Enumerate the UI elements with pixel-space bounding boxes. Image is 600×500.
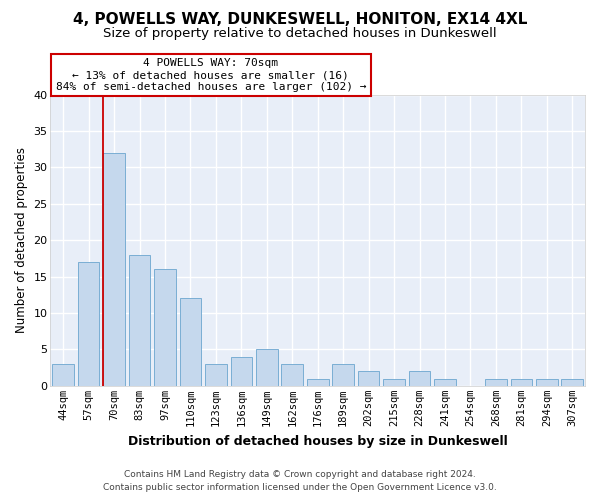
Bar (205, 364, 227, 386)
Bar (52, 364, 74, 386)
Bar (281, 364, 303, 386)
Bar (78, 262, 100, 386)
Bar (307, 378, 329, 386)
Text: Contains HM Land Registry data © Crown copyright and database right 2024.
Contai: Contains HM Land Registry data © Crown c… (103, 470, 497, 492)
Bar (383, 378, 405, 386)
Bar (179, 298, 201, 386)
Bar (434, 378, 456, 386)
Bar (562, 378, 583, 386)
Bar (103, 153, 125, 386)
Bar (358, 372, 379, 386)
Bar (256, 350, 278, 386)
Bar (230, 357, 252, 386)
Bar (129, 255, 151, 386)
Bar (485, 378, 507, 386)
Text: 4 POWELLS WAY: 70sqm
← 13% of detached houses are smaller (16)
84% of semi-detac: 4 POWELLS WAY: 70sqm ← 13% of detached h… (56, 58, 366, 92)
Bar (154, 270, 176, 386)
Bar (332, 364, 354, 386)
X-axis label: Distribution of detached houses by size in Dunkeswell: Distribution of detached houses by size … (128, 434, 508, 448)
Text: 4, POWELLS WAY, DUNKESWELL, HONITON, EX14 4XL: 4, POWELLS WAY, DUNKESWELL, HONITON, EX1… (73, 12, 527, 28)
Text: Size of property relative to detached houses in Dunkeswell: Size of property relative to detached ho… (103, 28, 497, 40)
Bar (536, 378, 557, 386)
Bar (409, 372, 430, 386)
Y-axis label: Number of detached properties: Number of detached properties (15, 147, 28, 333)
Bar (511, 378, 532, 386)
